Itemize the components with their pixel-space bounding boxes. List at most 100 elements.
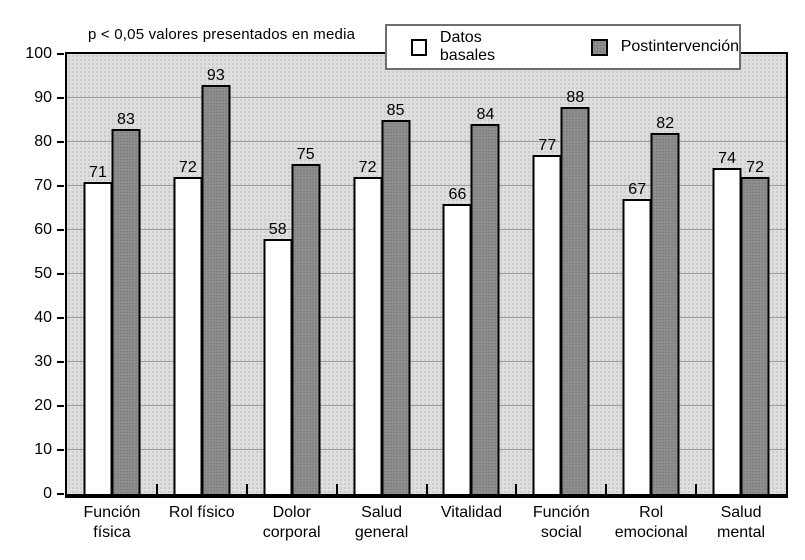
- y-tick-mark: [57, 97, 64, 99]
- post-bar: 83: [111, 111, 141, 494]
- bar-value-label: 67: [628, 181, 647, 199]
- y-tick-mark: [57, 405, 64, 407]
- y-tick-mark: [57, 493, 64, 495]
- y-tick-mark: [57, 53, 64, 55]
- category-slot: 66 84: [427, 54, 517, 494]
- x-boundary-tick: [695, 484, 698, 494]
- bar-value-label: 66: [448, 185, 467, 203]
- x-category-label: Salud general: [354, 504, 409, 541]
- category-slot: 58 75: [247, 54, 337, 494]
- y-tick-label: 70: [34, 177, 52, 194]
- basal-bar: 66: [442, 186, 472, 494]
- gridline: [67, 405, 786, 406]
- bar-value-label: 71: [89, 163, 107, 181]
- category-slot: 77 88: [516, 54, 606, 494]
- y-tick-label: 80: [34, 133, 52, 150]
- bar-value-label: 83: [117, 110, 135, 128]
- x-category-label: Vitalidad: [440, 504, 502, 521]
- x-boundary-tick: [155, 484, 158, 494]
- bars-layer: 71 83 72 93 58 75 72 85 66 84 77 88 67 82 74 72: [67, 54, 786, 494]
- bar-pair: 72 93: [173, 67, 231, 494]
- bar-value-label: 58: [268, 220, 287, 238]
- gridline: [67, 185, 786, 186]
- y-tick-mark: [57, 185, 64, 187]
- bar-value-label: 85: [386, 102, 405, 119]
- bar-pair: 72 85: [353, 102, 411, 494]
- y-tick-label: 30: [34, 353, 52, 370]
- bar-pair: 58 75: [263, 146, 321, 494]
- post-bar: 75: [291, 146, 321, 494]
- x-category-label: Función social: [532, 504, 590, 541]
- bar-value-label: 77: [538, 137, 557, 155]
- y-tick-label: 100: [25, 45, 52, 62]
- plot-area: 71 83 72 93 58 75 72 85 66 84 77 88 67 82 74 72: [65, 52, 788, 498]
- y-tick-label: 40: [34, 309, 52, 326]
- x-axis-labels: Función física Rol físico Dolor corporal Sa…: [67, 503, 786, 543]
- post-bar: 72: [740, 159, 770, 494]
- y-tick-label: 10: [34, 441, 52, 458]
- x-boundary-tick: [605, 484, 608, 494]
- post-bar: 88: [560, 89, 590, 494]
- y-tick-mark: [57, 361, 64, 363]
- y-tick-mark: [57, 317, 64, 319]
- x-category-label: Rol físico: [168, 504, 235, 521]
- bar-value-label: 84: [476, 106, 495, 124]
- basal-bar: 74: [712, 150, 742, 494]
- x-category-label: Dolor corporal: [262, 504, 321, 541]
- post-swatch-icon: [590, 38, 608, 56]
- x-boundary-tick: [335, 484, 338, 494]
- x-category-label: Salud mental: [717, 504, 766, 541]
- basal-bar: 77: [532, 137, 562, 494]
- x-boundary-tick: [245, 484, 248, 494]
- legend-item-post: Postintervención: [590, 38, 739, 56]
- gridline: [67, 141, 786, 142]
- y-tick-label: 90: [34, 89, 52, 106]
- category-slot: 74 72: [696, 54, 786, 494]
- legend-label-post: Postintervención: [620, 38, 739, 55]
- x-category-label: Función física: [83, 504, 141, 541]
- post-bar: 82: [650, 115, 680, 494]
- bar-value-label: 74: [718, 150, 736, 168]
- category-slot: 72 85: [337, 54, 427, 494]
- post-bar: 84: [470, 106, 500, 494]
- gridline: [67, 361, 786, 362]
- y-tick-label: 60: [34, 221, 52, 238]
- basal-bar: 72: [353, 159, 383, 494]
- category-slot: 72 93: [157, 54, 247, 494]
- bar-value-label: 93: [206, 66, 225, 84]
- basal-bar: 72: [173, 159, 203, 494]
- significance-note: p < 0,05 valores presentados en media: [88, 26, 356, 43]
- basal-swatch-icon: [411, 38, 427, 56]
- basal-bar: 67: [622, 181, 652, 494]
- y-tick-mark: [57, 449, 64, 451]
- x-boundary-tick: [515, 484, 518, 494]
- gridline: [67, 449, 786, 450]
- x-boundary-tick: [425, 484, 428, 494]
- basal-bar: 71: [83, 164, 113, 494]
- y-tick-label: 20: [34, 397, 52, 414]
- category-slot: 67 82: [606, 54, 696, 494]
- gridline: [67, 229, 786, 230]
- bar-pair: 67 82: [622, 115, 680, 494]
- bar-value-label: 75: [296, 146, 315, 163]
- y-tick-mark: [57, 229, 64, 231]
- bar-value-label: 72: [358, 159, 377, 177]
- y-tick-label: 0: [43, 485, 52, 502]
- post-bar: 85: [381, 102, 411, 494]
- category-slot: 71 83: [67, 54, 157, 494]
- bar-value-label: 82: [656, 115, 675, 133]
- basal-bar: 58: [263, 221, 293, 494]
- legend-item-basal: Datos basales: [411, 29, 533, 65]
- bar-value-label: 72: [746, 159, 764, 177]
- y-tick-mark: [57, 141, 64, 143]
- gridline: [67, 273, 786, 274]
- bar-pair: 71 83: [83, 111, 141, 494]
- y-tick-label: 50: [34, 265, 52, 282]
- bar-pair: 66 84: [442, 106, 500, 494]
- x-category-label: Rol emocional: [614, 504, 688, 541]
- legend-label-basal: Datos basales: [439, 29, 496, 64]
- bar-value-label: 88: [566, 88, 585, 106]
- gridline: [67, 97, 786, 98]
- gridline: [67, 317, 786, 318]
